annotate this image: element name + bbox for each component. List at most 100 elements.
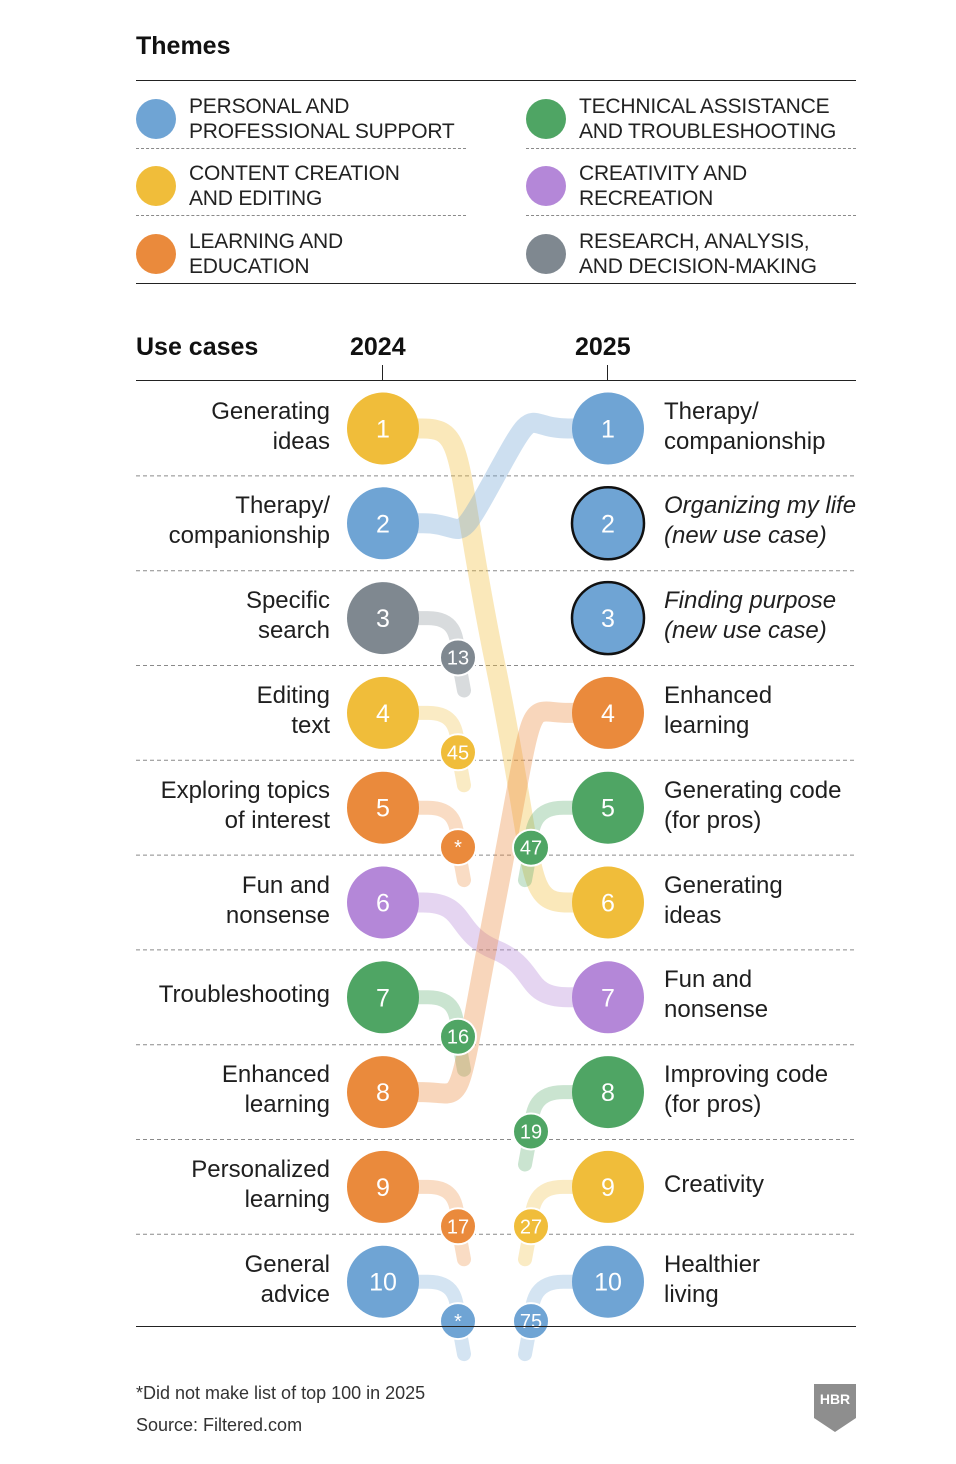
rank-bubble-2024: 5: [347, 771, 419, 844]
themes-title: Themes: [136, 32, 231, 60]
incoming-badge-text: 75: [520, 1311, 542, 1333]
dropoff-badge-text: *: [454, 837, 462, 859]
year-2024-tick: [382, 365, 383, 381]
incoming-badge-text: 27: [520, 1216, 542, 1238]
connector-line: [373, 418, 618, 913]
rank-number: 4: [601, 700, 615, 728]
use-case-label-2024: General advice: [244, 1250, 330, 1308]
legend-divider: [136, 148, 466, 149]
legend-divider: [526, 215, 856, 216]
use-case-label-2024: Exploring topics of interest: [160, 776, 330, 834]
dropoff-badge-text: 13: [447, 648, 469, 670]
rank-bubble-2025: 7: [572, 961, 644, 1034]
dropoff-badge: 16: [439, 1017, 477, 1056]
legend-divider: [136, 215, 466, 216]
rank-number: 5: [376, 795, 390, 823]
rank-number: 6: [601, 890, 615, 918]
dropoff-badge-text: 45: [447, 742, 469, 764]
use-case-label-2024: Specific search: [245, 587, 330, 645]
rank-bubble-circle: [572, 771, 644, 844]
legend-dot-technical: [526, 99, 566, 139]
rank-bubble-2025: 4: [572, 676, 644, 749]
rank-bubble-2024: 6: [347, 866, 419, 939]
legend-label-creativity: CREATIVITY AND RECREATION: [579, 162, 747, 210]
rank-bubble-circle: [572, 1150, 644, 1223]
connector-line: [373, 701, 618, 1104]
legend-label-learning: LEARNING AND EDUCATION: [189, 230, 343, 278]
dropoff-badge: *: [439, 1302, 477, 1341]
rank-number: 9: [376, 1174, 390, 1202]
rank-bubble-circle: [347, 1245, 419, 1318]
source-note: Source: Filtered.com: [136, 1415, 303, 1435]
themes-top-rule: [136, 80, 856, 81]
rank-bubble-circle: [572, 961, 644, 1034]
rank-bubble-circle: [572, 676, 644, 749]
dropoff-badge-circle: [439, 1302, 477, 1341]
legend-label-content: CONTENT CREATION AND EDITING: [189, 162, 400, 210]
rank-bubble-2025: 6: [572, 866, 644, 939]
rank-bubble-circle: [347, 771, 419, 844]
incoming-badge: 47: [512, 828, 550, 867]
dropoff-badge-circle: [439, 1207, 477, 1246]
chart-top-rule: [136, 380, 856, 381]
dropoff-badge: 17: [439, 1207, 477, 1246]
rank-number: 2: [601, 510, 615, 538]
themes-bottom-rule: [136, 283, 856, 284]
rank-bubble-circle: [572, 1245, 644, 1318]
dropoff-badge-circle: [439, 828, 477, 867]
rank-bubble-circle: [347, 582, 419, 655]
rank-bubble-circle: [347, 1150, 419, 1223]
dropoff-badge: 13: [439, 638, 477, 677]
incoming-badge-circle: [512, 1302, 550, 1341]
rank-bubble-circle: [572, 1056, 644, 1129]
connector-line: [373, 892, 618, 1008]
use-case-label-2024: Personalized learning: [191, 1155, 330, 1213]
rank-bubble-circle: [347, 866, 419, 939]
footnote: *Did not make list of top 100 in 2025: [136, 1383, 426, 1403]
rank-bubble-2024: 7: [347, 961, 419, 1034]
rank-bubble-2024: 9: [347, 1150, 419, 1223]
legend-item-technical: TECHNICAL ASSISTANCE AND TROUBLESHOOTING: [526, 94, 836, 144]
year-2025-label: 2025: [575, 333, 631, 361]
legend-label-technical: TECHNICAL ASSISTANCE AND TROUBLESHOOTING: [579, 95, 837, 143]
rank-bubble-2024: 10: [347, 1245, 419, 1318]
rank-number: 8: [376, 1079, 390, 1107]
rank-bubble-2025: 2: [570, 486, 646, 561]
use-case-label-2025: Finding purpose (new use case): [664, 587, 837, 645]
legend-label-personal: PERSONAL AND PROFESSIONAL SUPPORT: [189, 95, 455, 143]
rank-number: 6: [376, 890, 390, 918]
dropoff-badge-text: 16: [447, 1027, 469, 1049]
dropoff-badge-circle: [439, 1017, 477, 1056]
incoming-badge: 75: [512, 1302, 550, 1341]
rank-number: 8: [601, 1079, 615, 1107]
incoming-badge-circle: [512, 828, 550, 867]
hbr-logo: HBR: [814, 1384, 856, 1432]
legend-item-creativity: CREATIVITY AND RECREATION: [526, 161, 747, 211]
rank-bubble-2024: 4: [347, 676, 419, 749]
use-case-label-2025: Improving code (for pros): [664, 1061, 829, 1119]
connector-line: [373, 412, 618, 539]
rank-number: 1: [601, 416, 615, 444]
use-case-label-2025: Enhanced learning: [664, 681, 773, 739]
use-case-label-2025: Fun and nonsense: [664, 966, 769, 1024]
rank-number: 10: [594, 1269, 622, 1297]
use-case-label-2025: Therapy/ companionship: [664, 397, 826, 455]
use-case-label-2025: Organizing my life (new use case): [664, 492, 857, 550]
rank-number: 9: [601, 1174, 615, 1202]
incoming-badge-circle: [512, 1207, 550, 1246]
rank-bubble-circle: [572, 866, 644, 939]
rank-bubble-circle: [572, 392, 644, 465]
rank-number: 3: [601, 605, 615, 633]
rank-bubble-circle: [347, 676, 419, 749]
legend-dot-personal: [136, 99, 176, 139]
legend-item-research: RESEARCH, ANALYSIS, AND DECISION-MAKING: [526, 229, 817, 279]
rank-bubble-circle: [570, 580, 646, 656]
rank-bubble-2025: 5: [572, 771, 644, 844]
rank-bubble-2025: 1: [572, 392, 644, 465]
legend-item-content: CONTENT CREATION AND EDITING: [136, 161, 400, 211]
rank-bubble-circle: [347, 487, 419, 560]
rank-bubble-2024: 3: [347, 582, 419, 655]
dropoff-badge: *: [439, 828, 477, 867]
dropoff-badge-text: 17: [447, 1216, 469, 1238]
